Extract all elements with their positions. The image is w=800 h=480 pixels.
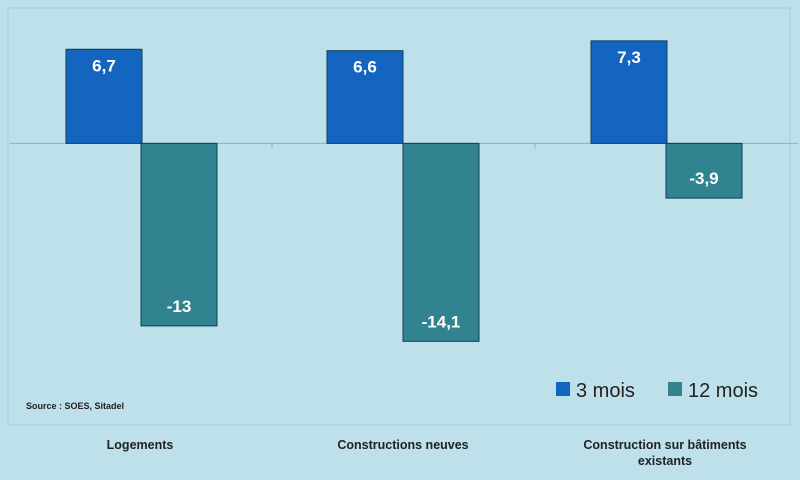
legend-label-3-mois: 3 mois xyxy=(576,380,635,402)
data-label-3-mois-3: 7,3 xyxy=(617,48,641,67)
legend: 3 mois 12 mois xyxy=(556,380,758,402)
legend-swatch-3-mois xyxy=(556,382,570,396)
data-label-3-mois-2: 6,6 xyxy=(353,58,377,77)
bar-12-mois-3 xyxy=(665,142,743,199)
legend-swatch-12-mois xyxy=(668,382,682,396)
data-labels: 6,7 6,6 7,3 -13 -14,1 -3,9 xyxy=(92,48,718,331)
data-label-12-mois-3: -3,9 xyxy=(689,169,718,188)
category-label-1: Logements xyxy=(107,438,174,452)
bar-12-mois-1 xyxy=(140,142,218,327)
bar-3-mois-2 xyxy=(326,50,404,144)
bar-3-mois-3 xyxy=(590,40,668,144)
data-label-3-mois-1: 6,7 xyxy=(92,56,116,75)
source-note: Source : SOES, Sitadel xyxy=(26,401,124,411)
bar-3-mois-1 xyxy=(65,48,143,144)
plot-frame xyxy=(7,7,791,426)
data-label-12-mois-2: -14,1 xyxy=(422,312,461,331)
category-label-2: Constructions neuves xyxy=(337,438,468,452)
category-labels: Logements Constructions neuves Constructio… xyxy=(107,438,747,468)
legend-label-12-mois: 12 mois xyxy=(688,380,758,402)
data-label-12-mois-1: -13 xyxy=(167,297,192,316)
bars xyxy=(65,40,743,342)
category-label-3: Construction sur bâtiments existants xyxy=(583,438,746,468)
bar-12-mois-2 xyxy=(402,142,480,342)
